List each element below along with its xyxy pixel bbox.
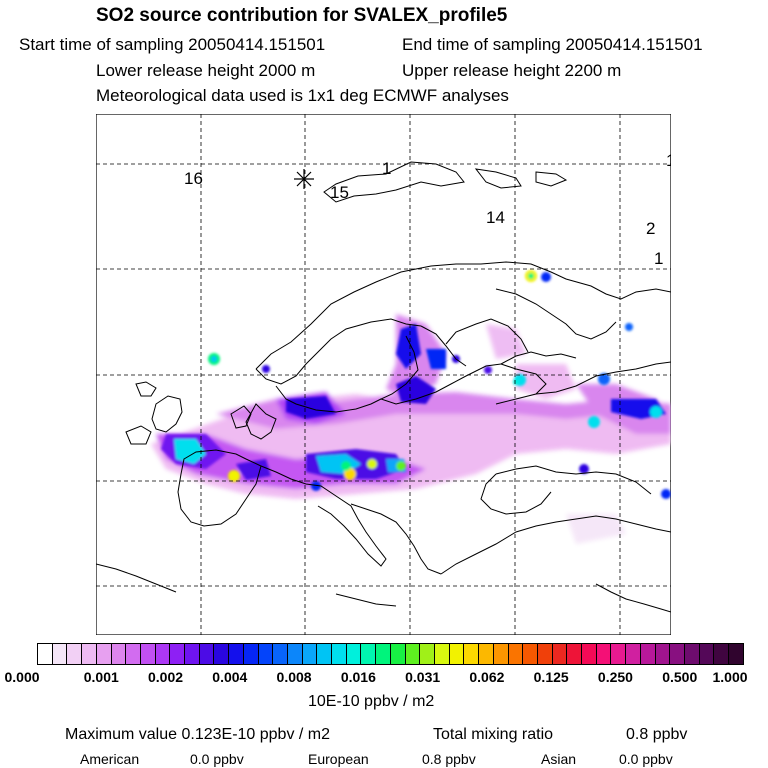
time-label-1a: 1	[382, 159, 391, 178]
asian-label: Asian	[541, 751, 577, 767]
colorbar-swatch	[464, 644, 480, 664]
colorbar-swatch	[317, 644, 333, 664]
colorbar-tick-label: 0.250	[597, 669, 633, 685]
time-label-16: 16	[184, 169, 203, 188]
colorbar-swatch	[361, 644, 377, 664]
colorbar-tick-label: 1.000	[712, 669, 748, 685]
time-label-14: 14	[486, 208, 505, 227]
time-label-2: 2	[646, 219, 655, 238]
colorbar-swatch	[655, 644, 671, 664]
colorbar-swatch	[479, 644, 494, 664]
colorbar-tick-label: 0.004	[212, 669, 248, 685]
colorbar-swatch	[611, 644, 627, 664]
american-value: 0.0 ppbv	[190, 751, 244, 767]
colorbar-swatch	[508, 644, 524, 664]
colorbar-swatch	[170, 644, 186, 664]
graticule	[96, 114, 671, 635]
map-frame	[96, 114, 671, 635]
colorbar-swatch	[243, 644, 259, 664]
colorbar-swatch	[38, 644, 53, 664]
colorbar-tick-label: 0.031	[405, 669, 441, 685]
colorbar-swatch	[258, 644, 274, 664]
colorbar-swatch	[52, 644, 68, 664]
colorbar-swatch	[537, 644, 553, 664]
colorbar-tick-label: 0.000	[4, 669, 40, 685]
colorbar-swatch	[82, 644, 97, 664]
total-mixing-value: 0.8 ppbv	[626, 726, 688, 743]
colorbar-swatch	[185, 644, 200, 664]
time-label-15: 15	[330, 183, 349, 202]
colorbar-tick-label: 0.016	[340, 669, 376, 685]
colorbar-swatch	[567, 644, 583, 664]
coastlines	[96, 161, 671, 613]
colorbar-swatch	[332, 644, 347, 664]
colorbar-swatch	[111, 644, 127, 664]
colorbar-swatch	[552, 644, 568, 664]
american-label: American	[80, 751, 140, 767]
time-label-1b: 1	[654, 249, 663, 268]
colorbar-swatch	[346, 644, 362, 664]
colorbar-swatch	[229, 644, 244, 664]
map-panel: 16 15 1 14 2 1 1	[96, 114, 671, 635]
start-time-label: Start time of sampling 20050414.151501	[19, 35, 326, 54]
colorbar-swatch	[140, 644, 156, 664]
end-time-label: End time of sampling 20050414.151501	[402, 35, 703, 54]
colorbar-tick-label: 0.500	[662, 669, 698, 685]
colorbar-swatch	[582, 644, 597, 664]
time-label-1c: 1	[666, 151, 671, 170]
colorbar-tick-label: 0.062	[469, 669, 505, 685]
colorbar-swatch	[273, 644, 288, 664]
colorbar-swatch	[596, 644, 612, 664]
max-value-label: Maximum value 0.123E-10 ppbv / m2	[65, 726, 331, 743]
colorbar-swatch	[199, 644, 215, 664]
release-site-asterisk	[294, 169, 314, 189]
colorbar-unit: 10E-10 ppbv / m2	[308, 693, 435, 710]
upper-height-label: Upper release height 2200 m	[402, 61, 622, 80]
colorbar-swatch	[287, 644, 303, 664]
colorbar-tick-label: 0.008	[276, 669, 312, 685]
colorbar-swatch	[405, 644, 421, 664]
colorbar-swatch	[699, 644, 715, 664]
colorbar-swatch	[684, 644, 700, 664]
colorbar-tick-label: 0.002	[148, 669, 184, 685]
colorbar-swatch	[729, 644, 743, 664]
colorbar	[37, 643, 744, 665]
plot-title: SO2 source contribution for SVALEX_profi…	[96, 5, 508, 26]
total-mixing-label: Total mixing ratio	[433, 726, 554, 743]
colorbar-swatch	[376, 644, 391, 664]
colorbar-swatch	[626, 644, 641, 664]
colorbar-swatch	[67, 644, 83, 664]
european-value: 0.8 ppbv	[422, 751, 476, 767]
colorbar-tick-label: 0.001	[83, 669, 119, 685]
colorbar-swatch	[214, 644, 230, 664]
colorbar-swatch	[493, 644, 509, 664]
colorbar-tick-label: 0.125	[533, 669, 569, 685]
colorbar-swatch	[670, 644, 685, 664]
european-label: European	[308, 751, 369, 767]
meteo-data-label: Meteorological data used is 1x1 deg ECMW…	[96, 86, 509, 105]
asian-value: 0.0 ppbv	[619, 751, 673, 767]
colorbar-swatch	[714, 644, 730, 664]
colorbar-swatch	[302, 644, 318, 664]
colorbar-swatch	[96, 644, 112, 664]
colorbar-swatch	[155, 644, 171, 664]
colorbar-swatch	[390, 644, 406, 664]
lower-height-label: Lower release height 2000 m	[96, 61, 316, 80]
colorbar-swatch	[126, 644, 141, 664]
colorbar-swatch	[449, 644, 465, 664]
colorbar-swatch	[640, 644, 656, 664]
colorbar-swatch	[523, 644, 538, 664]
colorbar-swatch	[434, 644, 450, 664]
colorbar-swatch	[420, 644, 435, 664]
